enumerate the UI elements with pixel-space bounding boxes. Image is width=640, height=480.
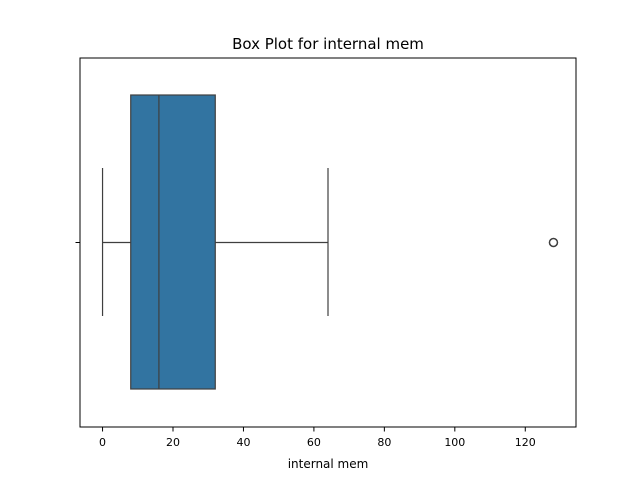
x-axis: 0 20 40 60 80 100 120 (75, 242, 536, 449)
plot-area (101, 94, 559, 390)
x-axis-label: internal mem (288, 457, 369, 471)
x-tick-label: 100 (444, 436, 465, 449)
outlier-point (548, 237, 559, 248)
x-tick-label: 60 (307, 436, 321, 449)
x-tick-label: 20 (166, 436, 180, 449)
chart-title: Box Plot for internal mem (232, 35, 424, 53)
x-tick-label: 0 (99, 436, 106, 449)
x-tick-label: 40 (236, 436, 250, 449)
interquartile-box (130, 94, 216, 390)
x-tick-label: 80 (377, 436, 391, 449)
x-tick-label: 120 (515, 436, 536, 449)
